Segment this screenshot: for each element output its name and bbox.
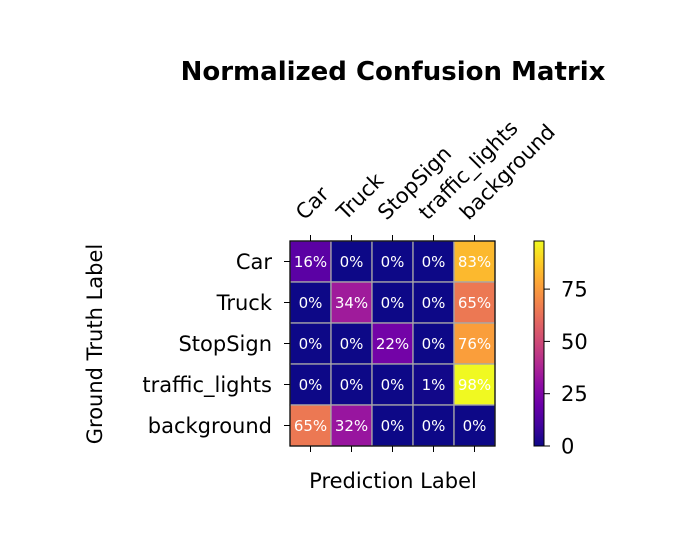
cell-value-label: 0%: [340, 376, 364, 394]
heatmap-cell: [330, 404, 373, 447]
colorbar: 0 25 50 75: [533, 240, 588, 459]
heatmap-cell: [412, 322, 455, 365]
colorbar-tick-label: 0: [561, 435, 574, 459]
heatmap-cell: [453, 363, 496, 406]
heatmap-cell: [371, 281, 414, 324]
cell-value-label: 0%: [422, 294, 446, 312]
heatmap-cell: [412, 363, 455, 406]
cell-value-label: 83%: [458, 253, 491, 271]
cell-value-label: 0%: [422, 417, 446, 435]
cell-value-label: 65%: [294, 417, 327, 435]
cell-value-label: 0%: [340, 253, 364, 271]
cell-value-label: 0%: [299, 376, 323, 394]
cell-value-label: 0%: [340, 335, 364, 353]
heatmap-cell: [453, 281, 496, 324]
cell-value-label: 0%: [381, 294, 405, 312]
y-tick-label: StopSign: [178, 332, 272, 356]
chart-title: Normalized Confusion Matrix: [181, 57, 606, 87]
cell-value-label: 0%: [299, 294, 323, 312]
y-axis-label: Ground Truth Label: [83, 244, 107, 444]
heatmap-cell: [330, 240, 373, 283]
colorbar-gradient: [533, 240, 545, 447]
cell-value-label: 0%: [381, 376, 405, 394]
cell-value-label: 0%: [381, 253, 405, 271]
cell-value-label: 16%: [294, 253, 327, 271]
heatmap-cell: [371, 404, 414, 447]
x-tick-label: Truck: [331, 168, 388, 225]
colorbar-tick-label: 75: [561, 278, 588, 302]
heatmap-cell: [330, 322, 373, 365]
cell-value-label: 65%: [458, 294, 491, 312]
cell-value-label: 0%: [299, 335, 323, 353]
x-tick-label: Car: [291, 182, 334, 225]
cell-value-label: 0%: [422, 335, 446, 353]
cell-value-label: 98%: [458, 376, 491, 394]
cell-value-label: 0%: [463, 417, 487, 435]
cell-value-label: 34%: [335, 294, 368, 312]
cell-value-label: 32%: [335, 417, 368, 435]
cell-value-label: 0%: [422, 253, 446, 271]
y-tick-label: Truck: [216, 291, 273, 315]
colorbar-tick-label: 50: [561, 330, 588, 354]
cell-value-label: 76%: [458, 335, 491, 353]
y-tick-labels: Car Truck StopSign traffic_lights background: [142, 250, 290, 438]
y-tick-label: traffic_lights: [142, 373, 272, 398]
cell-value-label: 22%: [376, 335, 409, 353]
heatmap-cell: [330, 363, 373, 406]
cell-value-label: 1%: [422, 376, 446, 394]
x-axis-label: Prediction Label: [309, 469, 477, 493]
confusion-matrix: 16% 0% 0% 0% 83% 0% 34% 0% 0% 65% 0% 0% 22% 0% 76% 0% 0%…: [289, 240, 496, 447]
cell-value-label: 0%: [381, 417, 405, 435]
y-tick-label: background: [148, 414, 272, 438]
colorbar-tick-label: 25: [561, 382, 588, 406]
y-tick-label: Car: [236, 250, 273, 274]
